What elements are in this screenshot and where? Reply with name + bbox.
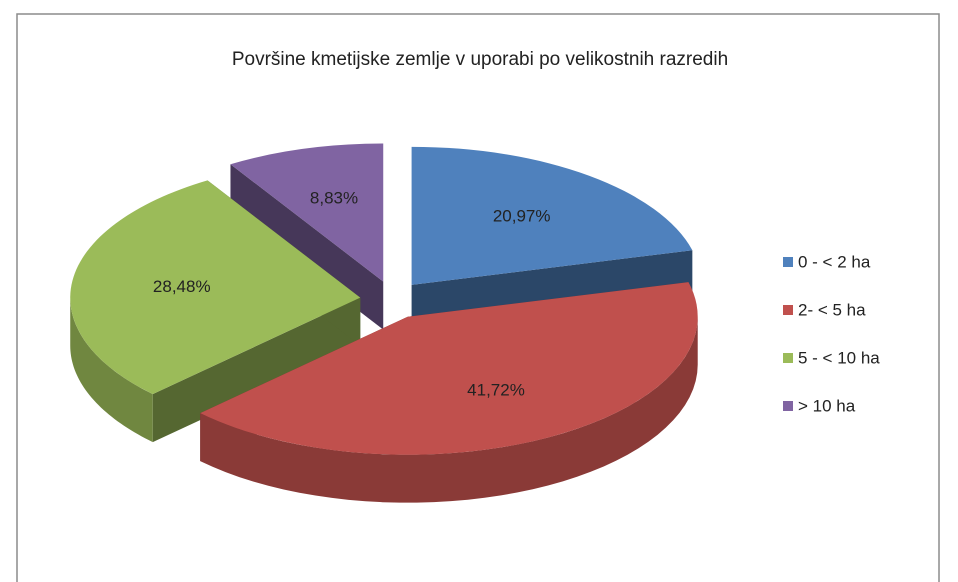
data-label: 8,83% [310,189,358,208]
slice [230,143,384,282]
legend-label: 5 - < 10 ha [798,348,880,367]
legend-swatch [783,257,793,267]
slice [411,146,693,285]
legend-swatch [783,353,793,363]
slice-side [152,297,361,443]
data-label: 41,72% [467,381,525,400]
data-label: 28,48% [153,277,211,296]
chart-title: Površine kmetijske zemlje v uporabi po v… [232,49,728,70]
slice [70,180,361,395]
legend-swatch [783,305,793,315]
slice-wall [200,316,698,503]
legend-label: > 10 ha [798,396,856,415]
data-label: 20,97% [493,207,551,226]
slice-wall [70,297,153,443]
slice [200,282,698,455]
legend-swatch [783,401,793,411]
legend-label: 0 - < 2 ha [798,252,871,271]
legend-label: 2- < 5 ha [798,300,866,319]
